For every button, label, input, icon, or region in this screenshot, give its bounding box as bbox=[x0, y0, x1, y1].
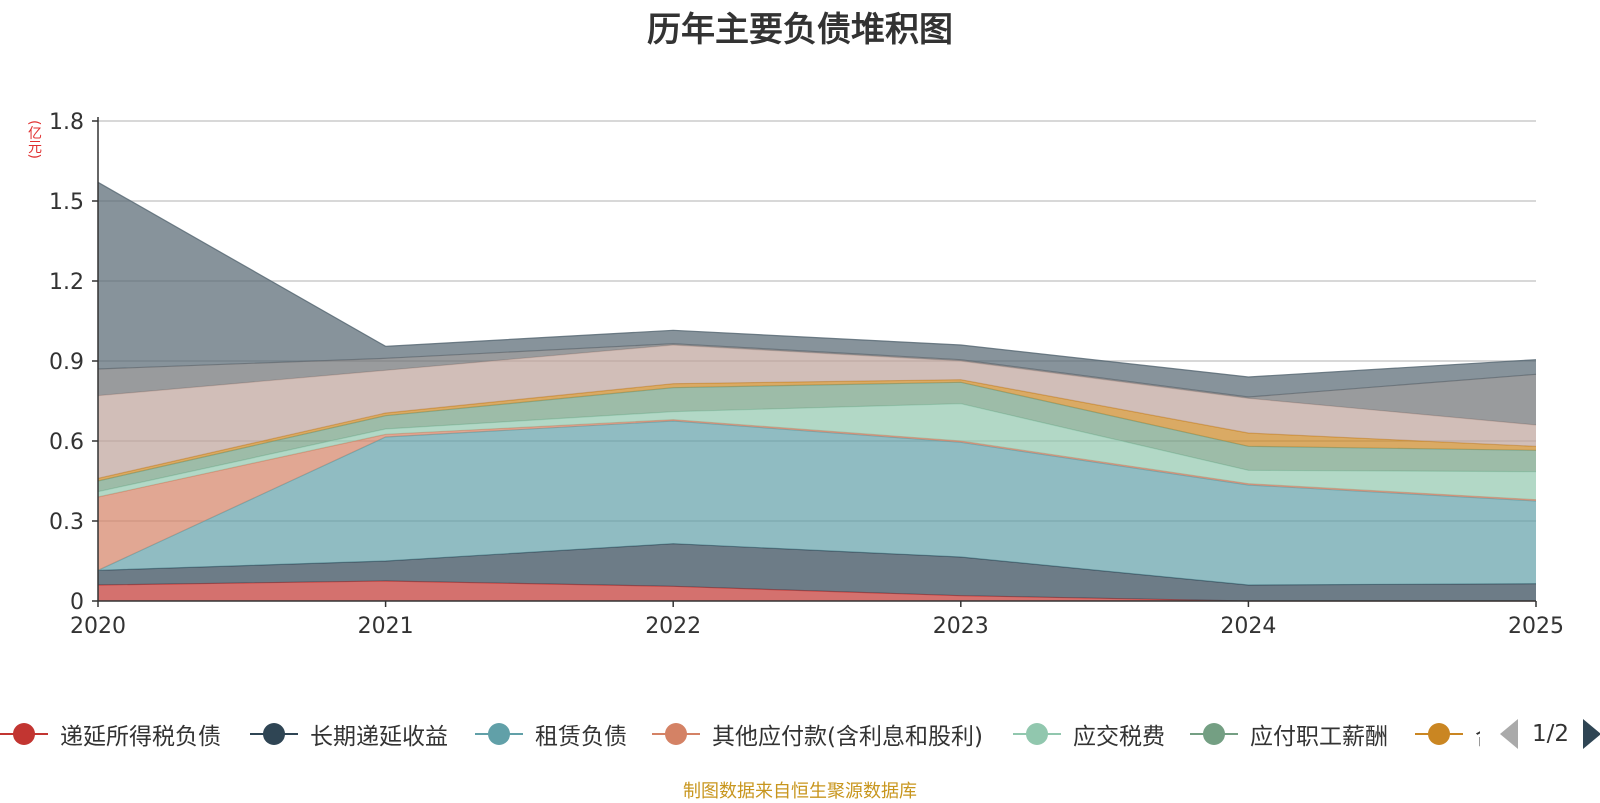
y-tick-label-1: 0.3 bbox=[49, 510, 84, 535]
y-tick-label-4: 1.2 bbox=[49, 270, 84, 295]
legend-item-label: 递延所得税负债 bbox=[60, 724, 221, 750]
legend-item-3[interactable]: 其他应付款(含利息和股利) bbox=[652, 714, 983, 754]
legend: 递延所得税负债 长期递延收益 租赁负债 其他应付款(含利息和股利) 应交税费 应付职工薪酬… bbox=[0, 714, 1480, 754]
legend-item-5[interactable]: 应付职工薪酬 bbox=[1190, 714, 1388, 754]
legend-item-label: 应付职工薪酬 bbox=[1250, 724, 1388, 750]
y-axis-unit-label: (亿元) bbox=[26, 120, 42, 159]
x-tick-label-3: 2023 bbox=[933, 614, 989, 639]
line-series-9 bbox=[97, 181, 1537, 378]
area-series-9[interactable] bbox=[98, 182, 1536, 397]
area-series-1[interactable] bbox=[98, 543, 1536, 601]
data-source-note: 制图数据来自恒生聚源数据库 bbox=[683, 781, 917, 802]
legend-marker-icon bbox=[1190, 722, 1238, 746]
legend-item-6[interactable]: 合 bbox=[1415, 714, 1480, 754]
legend-marker-icon bbox=[475, 722, 523, 746]
legend-item-4[interactable]: 应交税费 bbox=[1013, 714, 1165, 754]
legend-marker-icon bbox=[652, 722, 700, 746]
legend-page-indicator: 1/2 bbox=[1532, 721, 1570, 747]
x-tick-label-0: 2020 bbox=[70, 614, 126, 639]
legend-item-label: 合 bbox=[1475, 717, 1480, 751]
y-tick-label-3: 0.9 bbox=[49, 350, 84, 375]
area-series-2[interactable] bbox=[98, 421, 1536, 585]
legend-item-0[interactable]: 递延所得税负债 bbox=[0, 714, 221, 754]
area-series-8[interactable] bbox=[98, 343, 1536, 425]
legend-marker-icon bbox=[1415, 722, 1463, 746]
stacked-area-chart: 0 0.3 0.6 0.9 1.2 1.5 1.8 2020 2021 2022 2023 2024 2… bbox=[49, 110, 1564, 639]
x-tick-label-2: 2022 bbox=[645, 614, 701, 639]
legend-prev-page-icon[interactable] bbox=[1500, 719, 1518, 749]
area-series-4[interactable] bbox=[98, 403, 1536, 500]
legend-item-label: 长期递延收益 bbox=[310, 724, 448, 750]
legend-item-label: 应交税费 bbox=[1073, 724, 1165, 750]
legend-marker-icon bbox=[0, 722, 48, 746]
y-tick-label-5: 1.5 bbox=[49, 190, 84, 215]
legend-next-page-icon[interactable] bbox=[1583, 719, 1600, 749]
chart-title: 历年主要负债堆积图 bbox=[647, 10, 953, 50]
x-tick-label-4: 2024 bbox=[1220, 614, 1276, 639]
y-tick-label-0: 0 bbox=[70, 590, 84, 615]
x-tick-label-1: 2021 bbox=[358, 614, 414, 639]
legend-item-1[interactable]: 长期递延收益 bbox=[250, 714, 448, 754]
y-tick-label-6: 1.8 bbox=[49, 110, 84, 135]
legend-marker-icon bbox=[1013, 722, 1061, 746]
area-series-5[interactable] bbox=[98, 382, 1536, 492]
x-tick-label-5: 2025 bbox=[1508, 614, 1564, 639]
legend-marker-icon bbox=[250, 722, 298, 746]
legend-item-label: 其他应付款(含利息和股利) bbox=[712, 724, 983, 750]
legend-item-2[interactable]: 租赁负债 bbox=[475, 714, 627, 754]
legend-item-label: 租赁负债 bbox=[535, 724, 627, 750]
y-tick-label-2: 0.6 bbox=[49, 430, 84, 455]
legend-pager: 1/2 bbox=[1500, 716, 1600, 752]
area-series-7[interactable] bbox=[98, 345, 1536, 479]
